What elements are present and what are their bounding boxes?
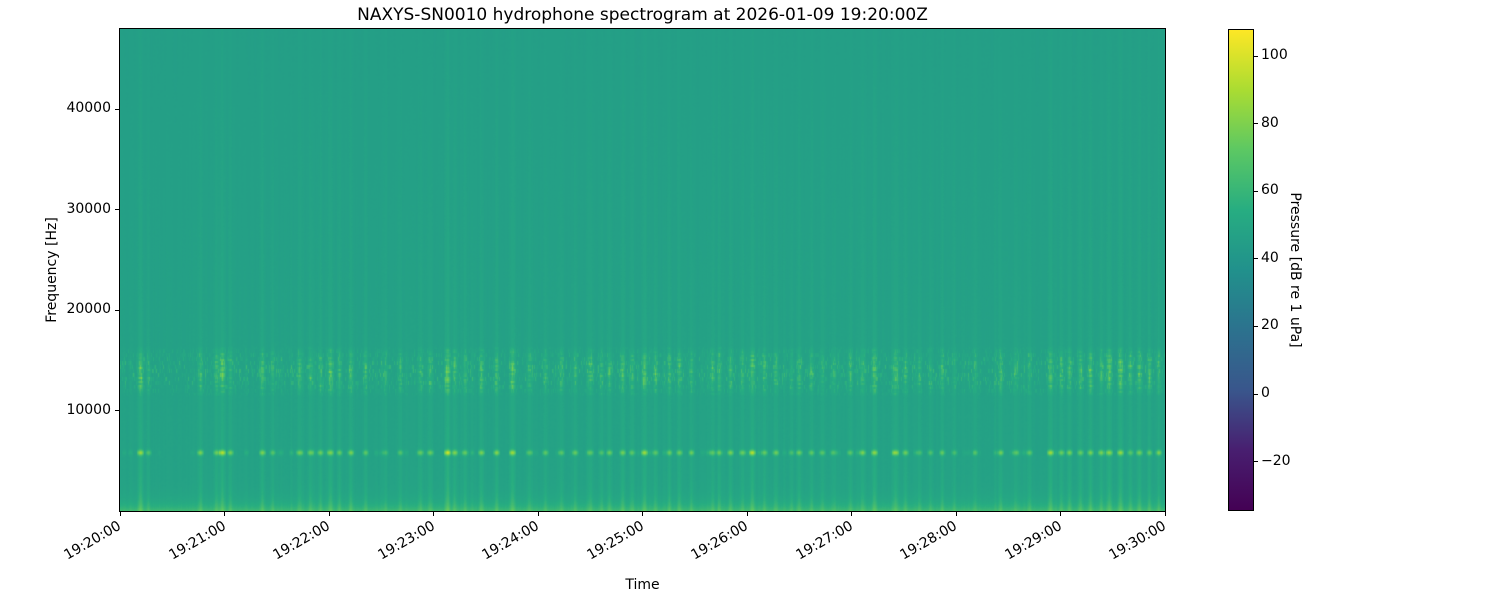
plot-title: NAXYS-SN0010 hydrophone spectrogram at 2… — [357, 5, 928, 25]
x-tick-label: 19:28:00 — [897, 518, 960, 564]
colorbar-tick-mark — [1254, 325, 1258, 327]
x-tick-label: 19:25:00 — [584, 518, 647, 564]
x-tick-mark — [1060, 512, 1061, 516]
colorbar-tick-mark — [1254, 190, 1258, 192]
x-tick-label: 19:21:00 — [166, 518, 229, 564]
x-tick-mark — [746, 512, 748, 516]
y-tick-label: 40000 — [66, 100, 111, 117]
x-tick-label: 19:30:00 — [1106, 518, 1169, 564]
colorbar-label: Pressure [dB re 1 uPa] — [1287, 192, 1303, 348]
x-tick-mark — [328, 512, 330, 516]
x-tick-label: 19:24:00 — [479, 518, 542, 564]
y-tick-label: 30000 — [66, 200, 111, 217]
y-tick-label: 20000 — [66, 301, 111, 318]
x-tick-mark — [642, 512, 643, 516]
x-tick-mark — [851, 512, 852, 516]
colorbar-tick-label: 20 — [1261, 317, 1279, 334]
x-tick-label: 19:27:00 — [793, 518, 856, 564]
colorbar-tick-label: 100 — [1261, 47, 1288, 64]
colorbar-tick-label: 0 — [1261, 385, 1270, 402]
x-tick-label: 19:29:00 — [1002, 518, 1065, 564]
x-tick-mark — [119, 512, 121, 516]
y-tick-mark — [115, 309, 119, 311]
x-tick-label: 19:26:00 — [688, 518, 751, 564]
y-tick-label: 10000 — [66, 401, 111, 418]
colorbar-tick-label: −20 — [1261, 452, 1291, 469]
y-tick-mark — [115, 410, 119, 412]
x-axis-label: Time — [625, 577, 660, 593]
plot-area — [119, 28, 1166, 512]
y-tick-mark — [115, 108, 119, 110]
colorbar-tick-mark — [1254, 461, 1258, 463]
colorbar-tick-mark — [1254, 123, 1258, 125]
colorbar-tick-mark — [1254, 258, 1258, 260]
colorbar-tick-mark — [1254, 55, 1258, 57]
colorbar-gradient — [1229, 30, 1253, 510]
x-tick-mark — [433, 512, 434, 516]
spectrogram-canvas — [120, 29, 1165, 511]
x-tick-label: 19:20:00 — [61, 518, 124, 564]
y-axis-label: Frequency [Hz] — [44, 217, 60, 323]
x-tick-label: 19:23:00 — [375, 518, 438, 564]
colorbar-tick-label: 60 — [1261, 182, 1279, 199]
x-tick-mark — [1164, 512, 1166, 516]
colorbar-tick-label: 40 — [1261, 249, 1279, 266]
colorbar-tick-label: 80 — [1261, 114, 1279, 131]
x-tick-label: 19:22:00 — [270, 518, 333, 564]
y-tick-mark — [115, 209, 119, 211]
colorbar-tick-mark — [1254, 393, 1258, 395]
x-tick-mark — [955, 512, 957, 516]
x-tick-mark — [224, 512, 225, 516]
x-tick-mark — [537, 512, 539, 516]
colorbar — [1228, 29, 1254, 511]
